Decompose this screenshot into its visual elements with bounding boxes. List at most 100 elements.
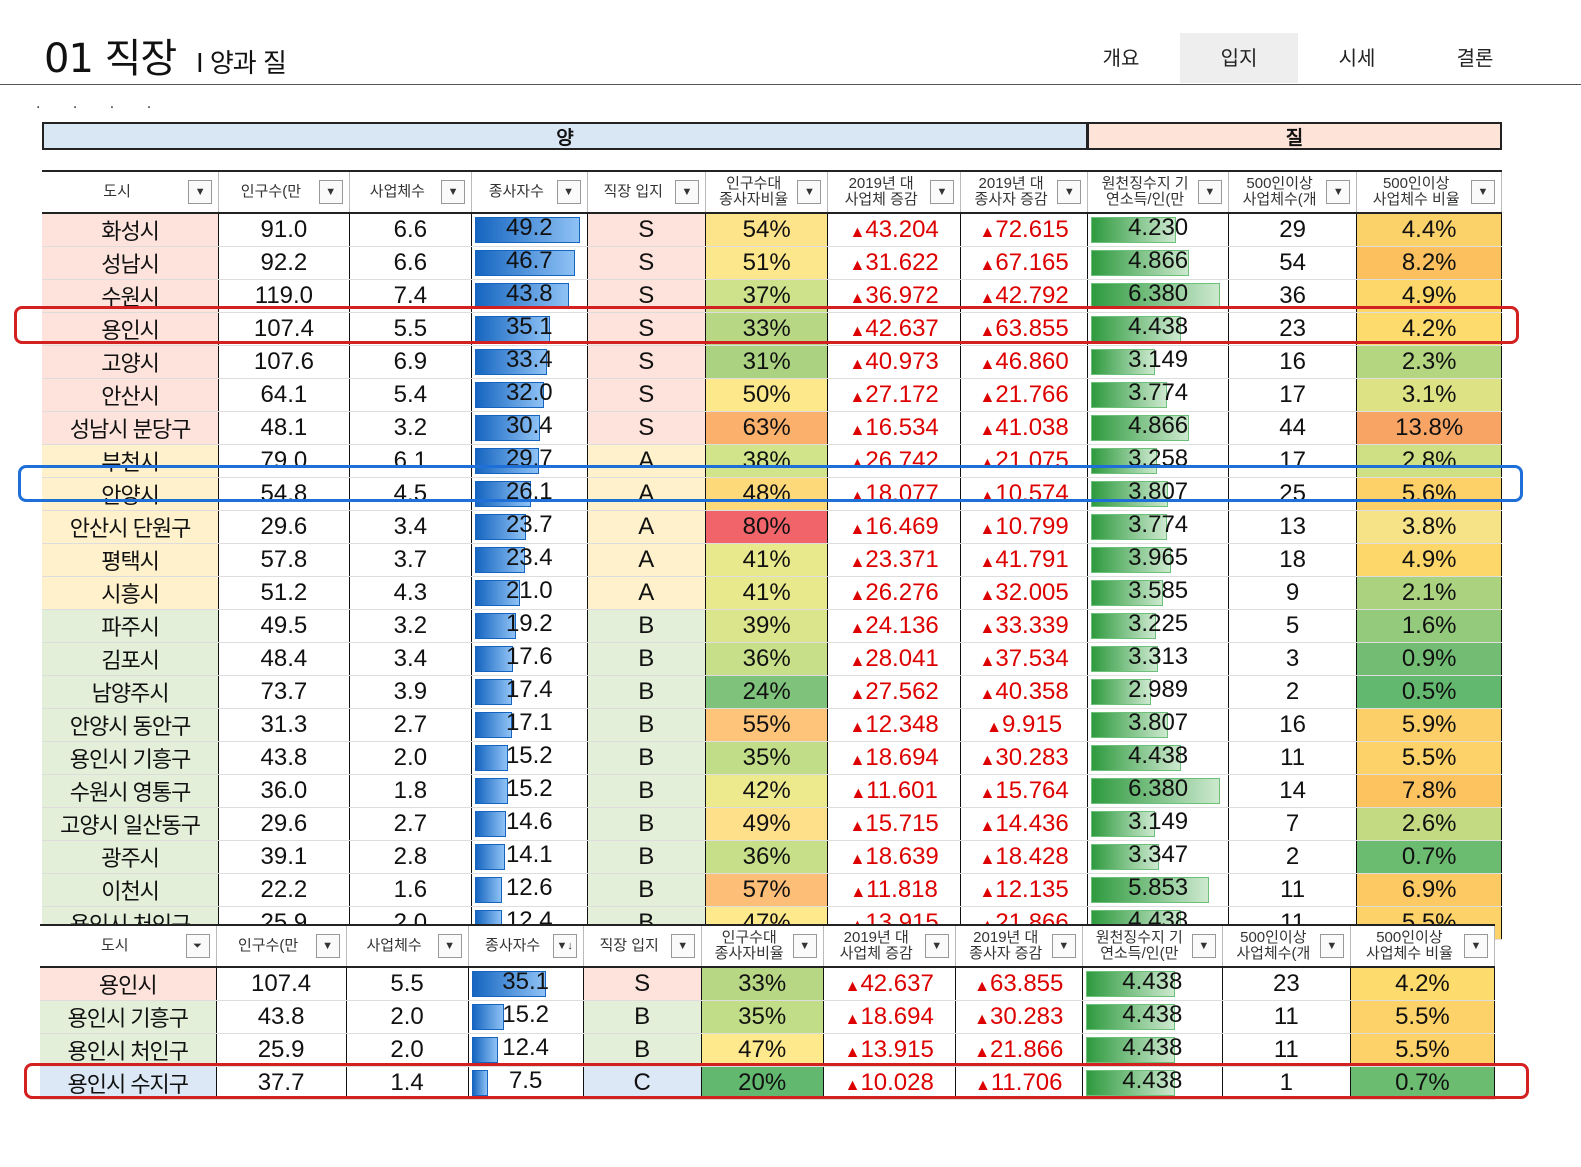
- cell-emp-chg[interactable]: ▲30.283: [955, 1000, 1083, 1034]
- dropdown-arrow-icon[interactable]: ▼: [670, 934, 695, 958]
- tab-0[interactable]: 개요: [1102, 46, 1140, 70]
- cell-business-count[interactable]: 6.6: [349, 213, 473, 247]
- dropdown-arrow-icon[interactable]: ▼: [437, 934, 462, 958]
- cell-tier[interactable]: B: [587, 873, 706, 907]
- cell-biz-chg[interactable]: ▲24.136: [827, 609, 961, 643]
- cell-ratio[interactable]: 36%: [705, 642, 829, 676]
- cell-business-count[interactable]: 2.0: [349, 741, 473, 775]
- cell-emp-chg[interactable]: ▲11.706: [955, 1066, 1083, 1100]
- cell-income[interactable]: 4.866: [1087, 246, 1229, 280]
- column-header-0[interactable]: 도시 ⏷: [40, 924, 217, 968]
- column-header-5[interactable]: 인구수대 종사자비율 ▼: [705, 170, 829, 214]
- cell-500-ratio[interactable]: 5.5%: [1350, 1033, 1496, 1067]
- column-header-9[interactable]: 500인이상 사업체수(개 ▼: [1222, 924, 1351, 968]
- tab-2[interactable]: 시세: [1338, 46, 1376, 70]
- cell-income[interactable]: 5.853: [1087, 873, 1229, 907]
- cell-employees[interactable]: 17.6: [471, 642, 588, 676]
- cell-500-ratio[interactable]: 5.5%: [1350, 1000, 1496, 1034]
- cell-500-count[interactable]: 16: [1228, 708, 1358, 742]
- cell-employees[interactable]: 23.7: [471, 510, 588, 544]
- sort-desc-icon[interactable]: ▼↓: [552, 934, 577, 958]
- cell-500-count[interactable]: 44: [1228, 411, 1358, 445]
- cell-500-ratio[interactable]: 2.1%: [1356, 576, 1502, 610]
- cell-employees[interactable]: 12.6: [471, 873, 588, 907]
- cell-business-count[interactable]: 3.4: [349, 510, 473, 544]
- column-header-10[interactable]: 500인이상 사업체수 비율 ▼: [1350, 924, 1496, 968]
- cell-tier[interactable]: S: [583, 967, 702, 1001]
- cell-employees[interactable]: 33.4: [471, 345, 588, 379]
- cell-biz-chg[interactable]: ▲40.973: [827, 345, 961, 379]
- cell-population[interactable]: 57.8: [218, 543, 350, 577]
- cell-ratio[interactable]: 48%: [705, 477, 829, 511]
- cell-ratio[interactable]: 39%: [705, 609, 829, 643]
- cell-emp-chg[interactable]: ▲40.358: [960, 675, 1089, 709]
- cell-income[interactable]: 6.380: [1087, 774, 1229, 808]
- dropdown-arrow-icon[interactable]: ▼: [188, 180, 213, 204]
- cell-city[interactable]: 용인시 수지구: [40, 1066, 217, 1100]
- column-header-6[interactable]: 2019년 대 사업체 증감 ▼: [827, 170, 961, 214]
- cell-ratio[interactable]: 31%: [705, 345, 829, 379]
- cell-population[interactable]: 54.8: [218, 477, 350, 511]
- cell-business-count[interactable]: 6.6: [349, 246, 473, 280]
- cell-emp-chg[interactable]: ▲41.791: [960, 543, 1089, 577]
- cell-ratio[interactable]: 63%: [705, 411, 829, 445]
- cell-emp-chg[interactable]: ▲41.038: [960, 411, 1089, 445]
- cell-city[interactable]: 화성시: [42, 213, 220, 247]
- column-header-4[interactable]: 직장 입지 ▼: [583, 924, 702, 968]
- cell-biz-chg[interactable]: ▲27.172: [827, 378, 961, 412]
- cell-population[interactable]: 51.2: [218, 576, 350, 610]
- cell-population[interactable]: 22.2: [218, 873, 350, 907]
- cell-population[interactable]: 91.0: [218, 213, 350, 247]
- cell-tier[interactable]: A: [587, 510, 706, 544]
- cell-emp-chg[interactable]: ▲21.766: [960, 378, 1089, 412]
- cell-500-ratio[interactable]: 6.9%: [1356, 873, 1502, 907]
- cell-biz-chg[interactable]: ▲18.694: [823, 1000, 956, 1034]
- cell-500-count[interactable]: 23: [1222, 967, 1351, 1001]
- cell-population[interactable]: 25.9: [216, 1033, 347, 1067]
- cell-city[interactable]: 광주시: [42, 840, 220, 874]
- cell-biz-chg[interactable]: ▲43.204: [827, 213, 961, 247]
- cell-employees[interactable]: 32.0: [471, 378, 588, 412]
- cell-biz-chg[interactable]: ▲42.637: [823, 967, 956, 1001]
- cell-tier[interactable]: A: [587, 543, 706, 577]
- cell-business-count[interactable]: 2.8: [349, 840, 473, 874]
- cell-employees[interactable]: 17.1: [471, 708, 588, 742]
- cell-tier[interactable]: B: [587, 708, 706, 742]
- dropdown-arrow-icon[interactable]: ▼: [1197, 180, 1222, 204]
- cell-population[interactable]: 48.1: [218, 411, 350, 445]
- cell-city[interactable]: 수원시 영통구: [42, 774, 220, 808]
- cell-biz-chg[interactable]: ▲11.601: [827, 774, 961, 808]
- column-header-7[interactable]: 2019년 대 종사자 증감 ▼: [960, 170, 1089, 214]
- cell-500-count[interactable]: 14: [1228, 774, 1358, 808]
- cell-city[interactable]: 용인시: [40, 967, 217, 1001]
- cell-employees[interactable]: 15.2: [468, 1000, 584, 1034]
- cell-500-count[interactable]: 29: [1228, 213, 1358, 247]
- cell-tier[interactable]: B: [587, 807, 706, 841]
- cell-500-count[interactable]: 54: [1228, 246, 1358, 280]
- cell-employees[interactable]: 43.8: [471, 279, 588, 313]
- cell-500-count[interactable]: 2: [1228, 675, 1358, 709]
- cell-population[interactable]: 43.8: [216, 1000, 347, 1034]
- dropdown-arrow-icon[interactable]: ▼: [441, 180, 466, 204]
- cell-emp-chg[interactable]: ▲72.615: [960, 213, 1089, 247]
- cell-population[interactable]: 29.6: [218, 510, 350, 544]
- cell-business-count[interactable]: 3.2: [349, 609, 473, 643]
- cell-employees[interactable]: 30.4: [471, 411, 588, 445]
- cell-business-count[interactable]: 5.5: [349, 312, 473, 346]
- cell-biz-chg[interactable]: ▲13.915: [823, 1033, 956, 1067]
- cell-emp-chg[interactable]: ▲46.860: [960, 345, 1089, 379]
- cell-income[interactable]: 4.438: [1087, 741, 1229, 775]
- cell-income[interactable]: 2.989: [1087, 675, 1229, 709]
- dropdown-arrow-icon[interactable]: ▼: [1191, 934, 1216, 958]
- cell-tier[interactable]: B: [587, 840, 706, 874]
- cell-population[interactable]: 29.6: [218, 807, 350, 841]
- cell-500-ratio[interactable]: 1.6%: [1356, 609, 1502, 643]
- cell-biz-chg[interactable]: ▲11.818: [827, 873, 961, 907]
- cell-biz-chg[interactable]: ▲31.622: [827, 246, 961, 280]
- column-header-7[interactable]: 2019년 대 종사자 증감 ▼: [955, 924, 1083, 968]
- cell-500-count[interactable]: 17: [1228, 444, 1358, 478]
- cell-ratio[interactable]: 55%: [705, 708, 829, 742]
- cell-500-count[interactable]: 2: [1228, 840, 1358, 874]
- cell-emp-chg[interactable]: ▲30.283: [960, 741, 1089, 775]
- cell-500-count[interactable]: 16: [1228, 345, 1358, 379]
